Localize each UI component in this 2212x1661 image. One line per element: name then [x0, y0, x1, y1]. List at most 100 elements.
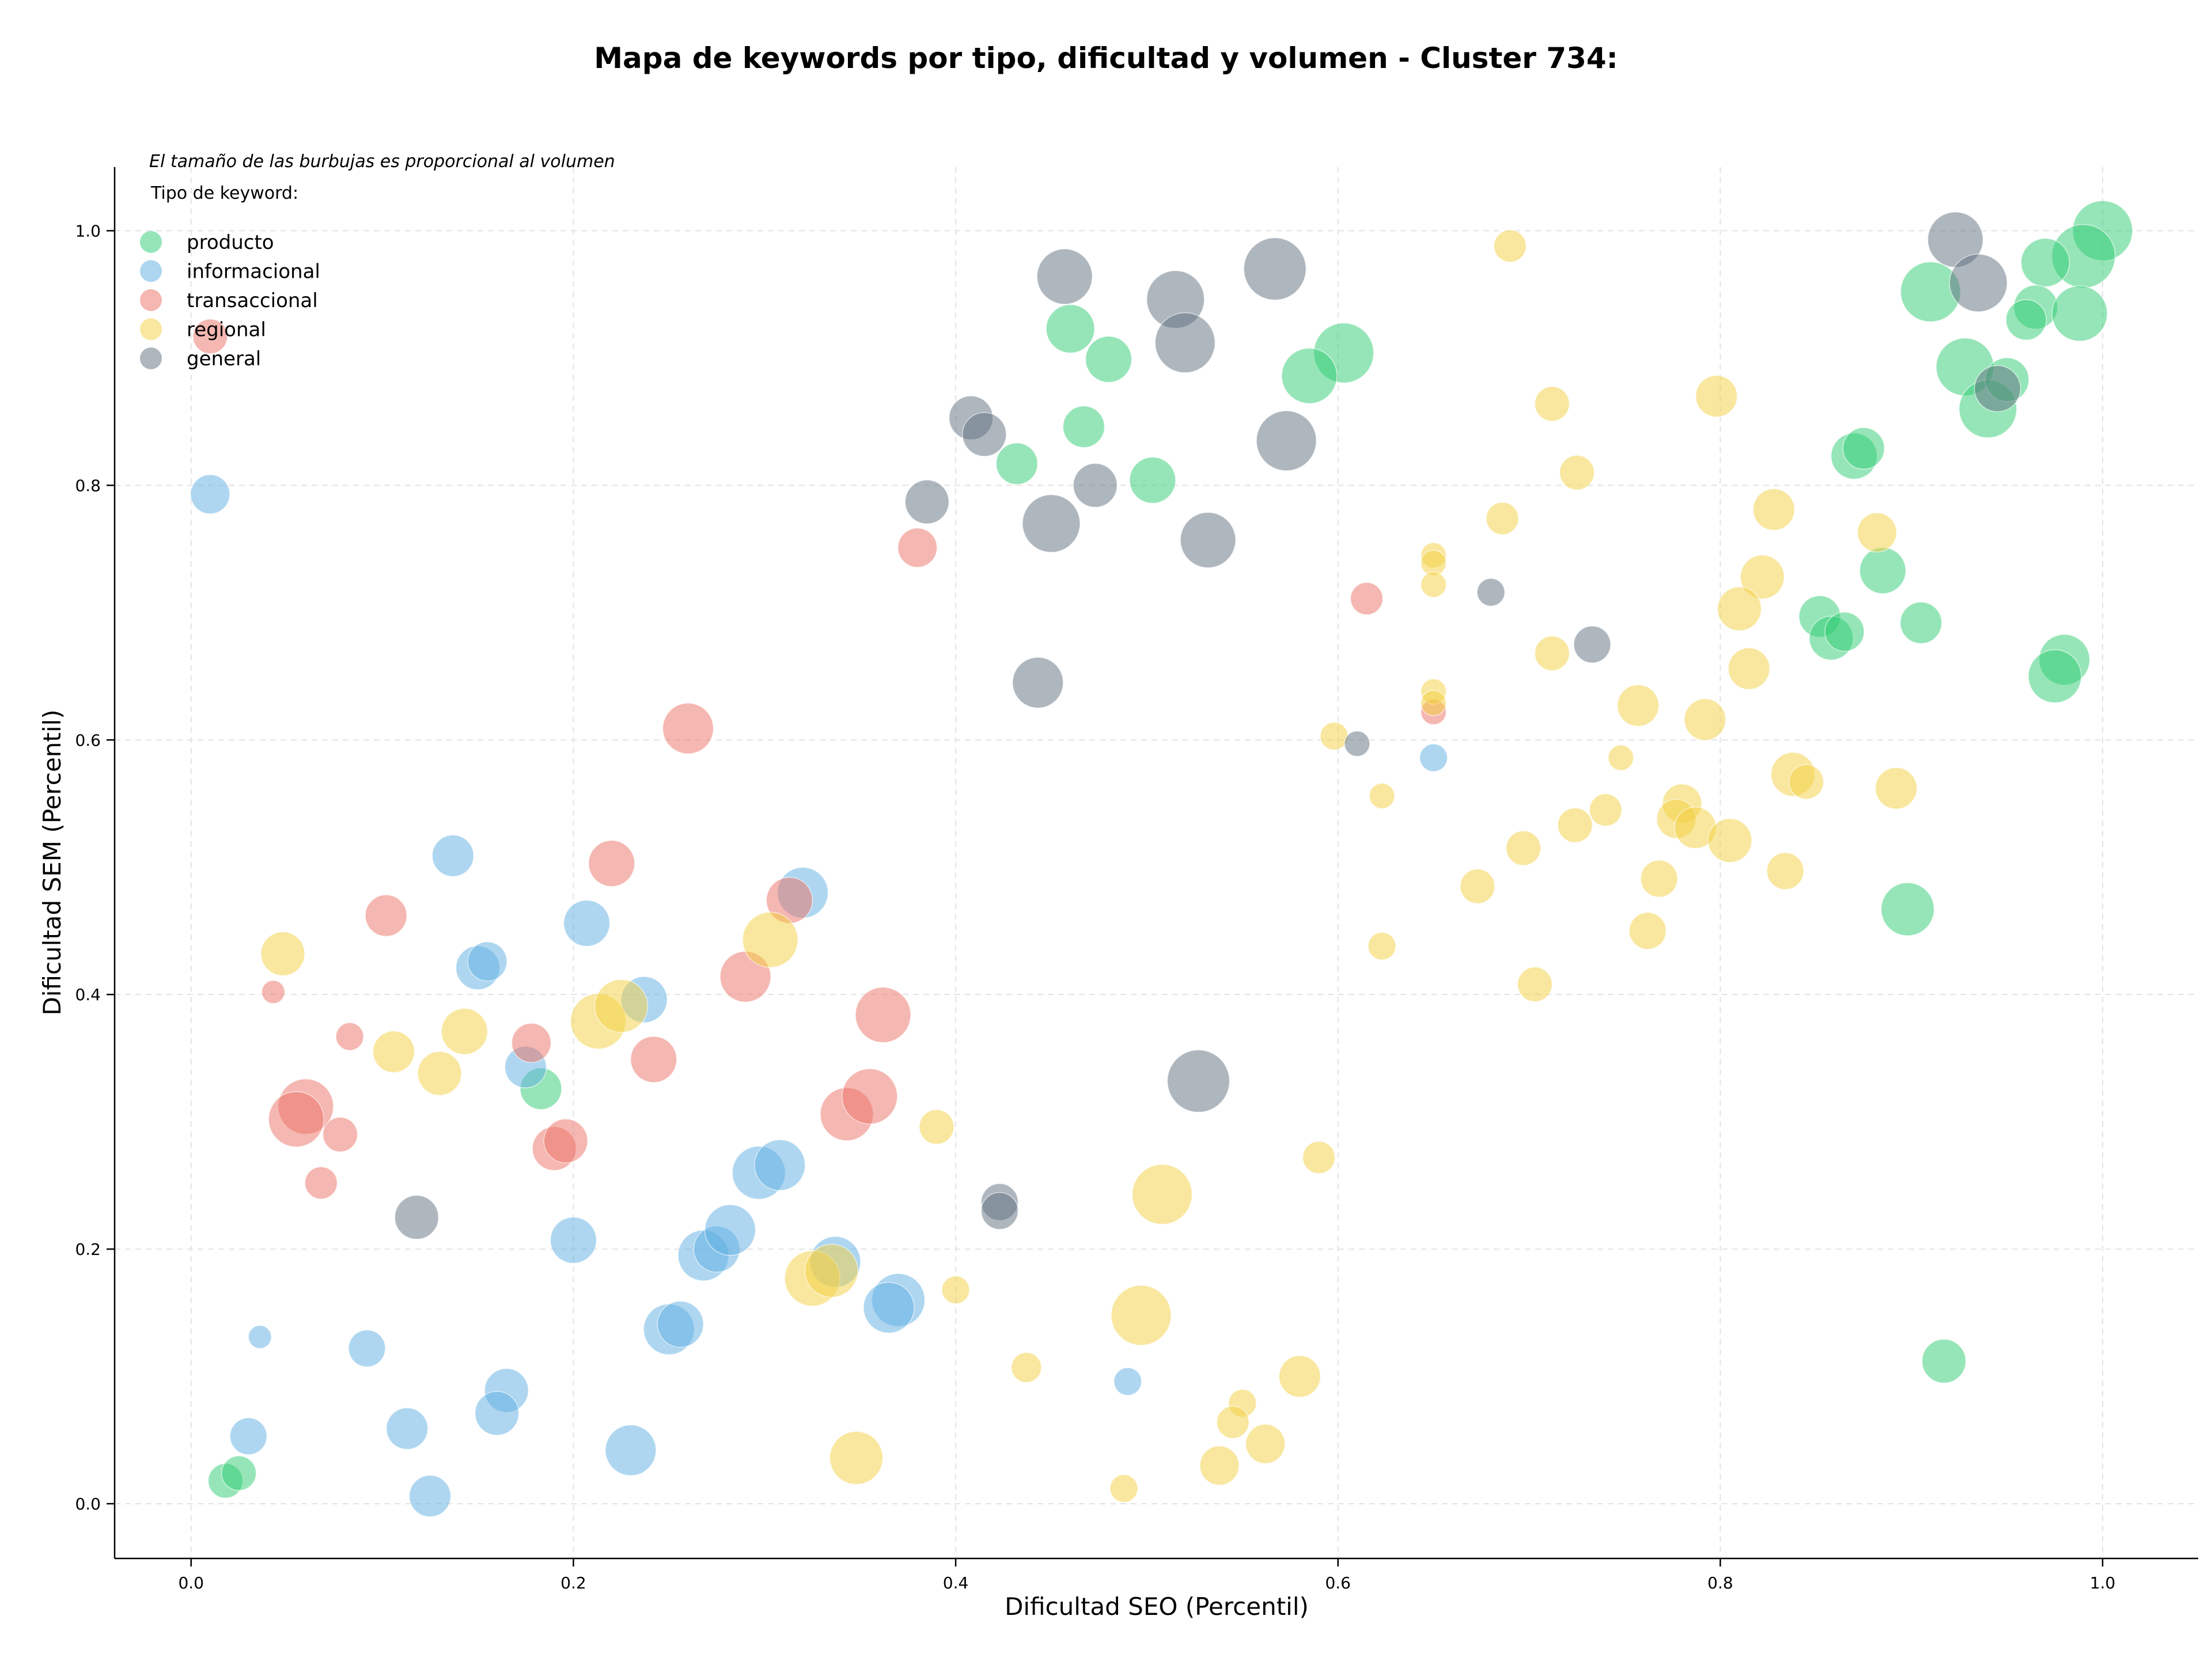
bubble-regional — [1695, 374, 1738, 418]
bubble-regional — [1011, 1352, 1042, 1383]
bubble-producto — [2051, 285, 2108, 342]
y-tick-label: 0.8 — [75, 476, 101, 495]
bubble-producto — [1129, 456, 1176, 504]
x-tick-label: 1.0 — [2090, 1573, 2116, 1592]
legend-label: producto — [187, 231, 274, 254]
bubble-producto — [1900, 601, 1942, 644]
series-informacional — [190, 474, 1448, 1518]
legend: Tipo de keyword: producto informacional tr… — [140, 183, 320, 370]
bubble-transaccional — [304, 1166, 338, 1200]
x-tick-label: 0.6 — [1325, 1573, 1351, 1592]
x-tick-label: 0.0 — [178, 1573, 204, 1592]
bubble-informacional — [563, 899, 611, 947]
bubble-producto — [1859, 547, 1907, 595]
bubble-general — [1022, 494, 1081, 553]
bubble-regional — [1505, 830, 1541, 866]
legend-label: transaccional — [187, 289, 318, 312]
y-tick-label: 1.0 — [75, 221, 101, 240]
bubble-transaccional — [268, 1091, 324, 1148]
bubble-regional — [417, 1051, 462, 1096]
bubble-producto — [1824, 611, 1865, 652]
bubble-regional — [804, 1243, 859, 1298]
bubble-general — [904, 479, 950, 524]
bubble-regional — [1640, 860, 1678, 898]
bubble-regional — [829, 1431, 884, 1485]
x-axis-label: Dificultad SEO (Percentil) — [1005, 1592, 1309, 1621]
bubble-regional — [1199, 1445, 1240, 1486]
bubble-producto — [2020, 237, 2070, 287]
y-tick-label: 0.4 — [75, 985, 101, 1004]
bubble-producto — [1281, 347, 1338, 404]
bubble-regional — [1493, 229, 1527, 263]
bubble-transaccional — [511, 1023, 552, 1063]
y-tick-label: 0.2 — [75, 1240, 101, 1259]
bubble-general — [394, 1195, 440, 1240]
bubble-transaccional — [1350, 582, 1384, 615]
bubble-general — [1012, 657, 1064, 709]
legend-label: informacional — [187, 260, 320, 283]
bubble-transaccional — [630, 1036, 677, 1083]
bubble-regional — [1278, 1355, 1321, 1398]
bubble-regional — [1302, 1141, 1336, 1174]
bubble-producto — [1842, 427, 1885, 470]
x-tick-label: 0.8 — [1707, 1573, 1733, 1592]
legend-item-general: general — [140, 347, 261, 370]
bubble-regional — [1684, 698, 1726, 741]
bubble-regional — [1517, 966, 1553, 1002]
bubble-informacional — [408, 1474, 452, 1518]
bubble-transaccional — [588, 839, 635, 887]
bubble-informacional — [248, 1325, 272, 1349]
bubble-regional — [1557, 807, 1593, 843]
bubble-general — [1256, 410, 1317, 471]
bubble-regional — [1368, 932, 1396, 960]
bubble-informacional — [605, 1424, 657, 1476]
bubble-producto — [1046, 304, 1095, 354]
bubble-transaccional — [662, 702, 714, 755]
legend-label: general — [187, 347, 261, 370]
bubble-regional — [1420, 690, 1447, 716]
bubble-regional — [1628, 911, 1667, 950]
bubble-informacional — [657, 1300, 704, 1348]
legend-marker — [140, 318, 162, 340]
y-tick-label: 0.0 — [75, 1494, 101, 1514]
bubble-regional — [941, 1276, 970, 1304]
bubble-producto — [1085, 335, 1132, 383]
series-regional — [260, 229, 1918, 1503]
bubble-layer — [190, 200, 2133, 1518]
bubble-regional — [1752, 488, 1796, 531]
chart-title: Mapa de keywords por tipo, dificultad y … — [594, 41, 1618, 75]
legend-item-informacional: informacional — [140, 260, 320, 283]
bubble-regional — [742, 911, 798, 968]
bubble-informacional — [385, 1407, 429, 1450]
bubble-regional — [1608, 744, 1634, 771]
grid — [115, 167, 2198, 1558]
legend-marker — [140, 289, 162, 311]
bubble-regional — [260, 931, 305, 977]
bubble-informacional — [550, 1216, 597, 1264]
bubble-informacional — [704, 1204, 756, 1256]
bubble-regional — [1728, 647, 1770, 690]
bubble-regional — [1131, 1164, 1193, 1225]
bubble-regional — [1369, 782, 1395, 809]
bubble-informacional — [754, 1139, 806, 1191]
legend-item-regional: regional — [140, 318, 266, 342]
bubble-producto — [2005, 299, 2047, 340]
bubble-regional — [594, 979, 649, 1033]
bubble-regional — [1857, 512, 1897, 553]
bubble-transaccional — [261, 980, 286, 1004]
bubble-producto — [2028, 649, 2082, 703]
bubble-regional — [1766, 852, 1804, 890]
bubble-regional — [1589, 793, 1623, 827]
bubble-producto — [1921, 1338, 1967, 1384]
legend-marker — [140, 347, 162, 369]
y-axis-label: Dificultad SEM (Percentil) — [38, 710, 66, 1016]
x-tick-label: 0.2 — [560, 1573, 586, 1592]
bubble-transaccional — [543, 1118, 588, 1164]
bubble-general — [962, 412, 1007, 457]
bubble-transaccional — [365, 894, 407, 937]
bubble-regional — [1707, 818, 1752, 863]
bubble-transaccional — [335, 1022, 364, 1051]
bubble-regional — [1874, 767, 1918, 809]
bubble-informacional — [474, 1391, 520, 1436]
